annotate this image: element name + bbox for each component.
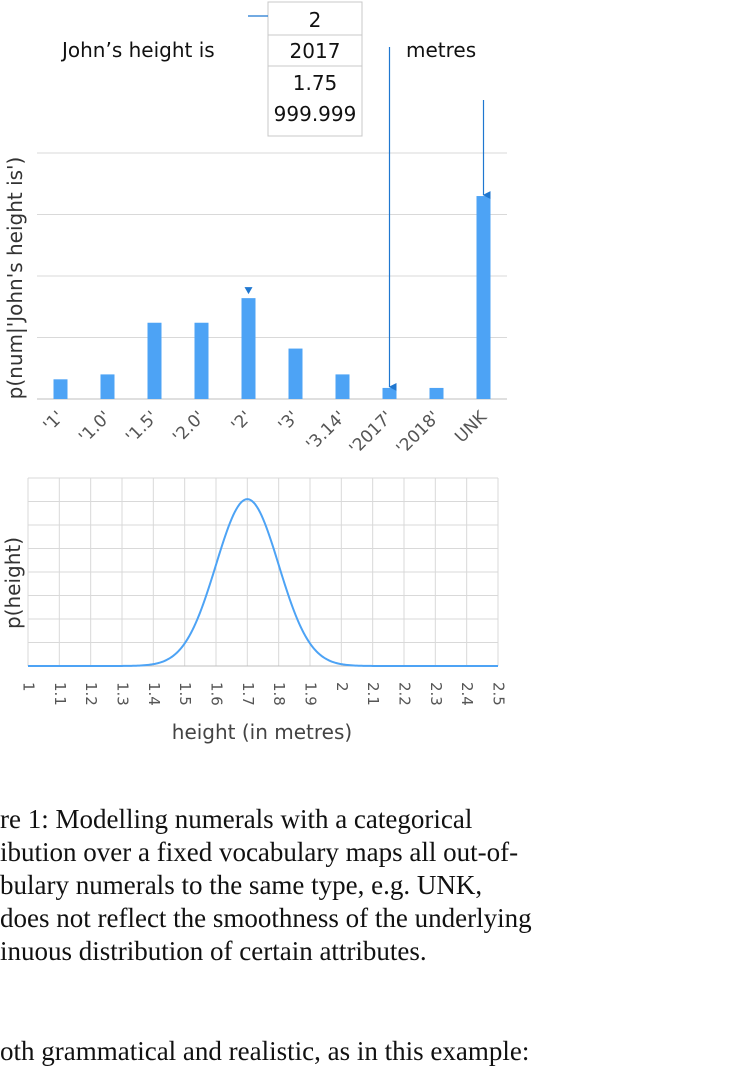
bar-tick-label: '1' [40,407,68,435]
candidate-2: 2017 [290,39,341,63]
bar [147,322,162,399]
candidate-3: 1.75 [293,71,338,95]
caption-line: ibution over a fixed vocabulary maps all… [0,837,519,867]
density-tick-label: 1.5 [176,682,194,706]
density-tick-label: 1.8 [270,682,288,706]
bar-tick-label: '3.14' [303,407,351,455]
pointer-arrowhead [244,287,253,295]
candidate-box [267,1,363,137]
candidate-4: 999.999 [274,102,357,126]
bar [241,298,256,399]
density-tick-label: 1.4 [145,682,163,706]
bar-chart: '1' '1.0' '1.5' '2.0' '2' '3' '3.14''2017''201… [3,15,507,459]
bar [53,379,68,399]
density-tick-label: 1 [20,682,38,692]
density-tick-label: 2.4 [458,682,476,706]
bar-tick-label: UNK [451,407,491,447]
density-tick-label: 1.3 [114,682,132,706]
density-tick-label: 1.6 [208,682,226,706]
bar [100,374,115,399]
density-tick-label: 2.1 [364,682,382,706]
bar-tick-label: '2017' [346,407,397,458]
figure-caption: re 1: Modelling numerals with a categori… [0,803,560,968]
body-text: oth grammatical and realistic, as in thi… [0,1036,530,1066]
density-chart-ylabel: p(height) [1,537,25,629]
density-tick-label: 1.7 [239,682,257,706]
density-tick-label: 2.3 [427,682,445,706]
caption-line: re 1: Modelling numerals with a categori… [0,804,473,834]
caption-line: does not reflect the smoothness of the u… [0,903,532,933]
bar [476,196,491,399]
bar [382,387,397,399]
density-tick-label: 2.2 [396,682,414,706]
density-chart-xlabel: height (in metres) [172,720,352,744]
caption-line: bulary numerals to the same type, e.g. U… [0,870,483,900]
caption-line: inuous distribution of certain attribute… [0,936,427,966]
density-tick-label: 1.9 [302,682,320,706]
sentence-prefix: John’s height is [60,38,215,62]
bar-tick-label: '2' [228,407,256,435]
density-chart: 1 1.1 1.2 1.3 1.4 1.5 1.6 1.7 1.8 1.9 2 2.1 2.2 2.3 2.… [1,477,508,744]
bar [194,322,209,399]
bar [288,348,303,399]
candidate-1: 2 [309,8,322,32]
bar-tick-label: '1.0' [75,407,115,447]
bar-chart-ylabel: p(num|'John's height is') [3,157,27,400]
bar-tick-label: '1.5' [122,407,162,447]
figure-canvas: John’s height is metres 2 2017 1.75 999.… [1,1,508,744]
sentence-suffix: metres [406,38,476,62]
bar-tick-label: '2018' [393,407,444,458]
bar [429,387,444,399]
density-tick-label: 2 [333,682,351,692]
bar-tick-label: '3' [275,407,303,435]
density-curve [28,498,498,667]
density-tick-label: 1.2 [82,682,100,706]
density-tick-label: 1.1 [51,682,69,706]
bar-tick-label: '2.0' [169,407,209,447]
density-tick-label: 2.5 [490,682,508,706]
bar [335,374,350,399]
